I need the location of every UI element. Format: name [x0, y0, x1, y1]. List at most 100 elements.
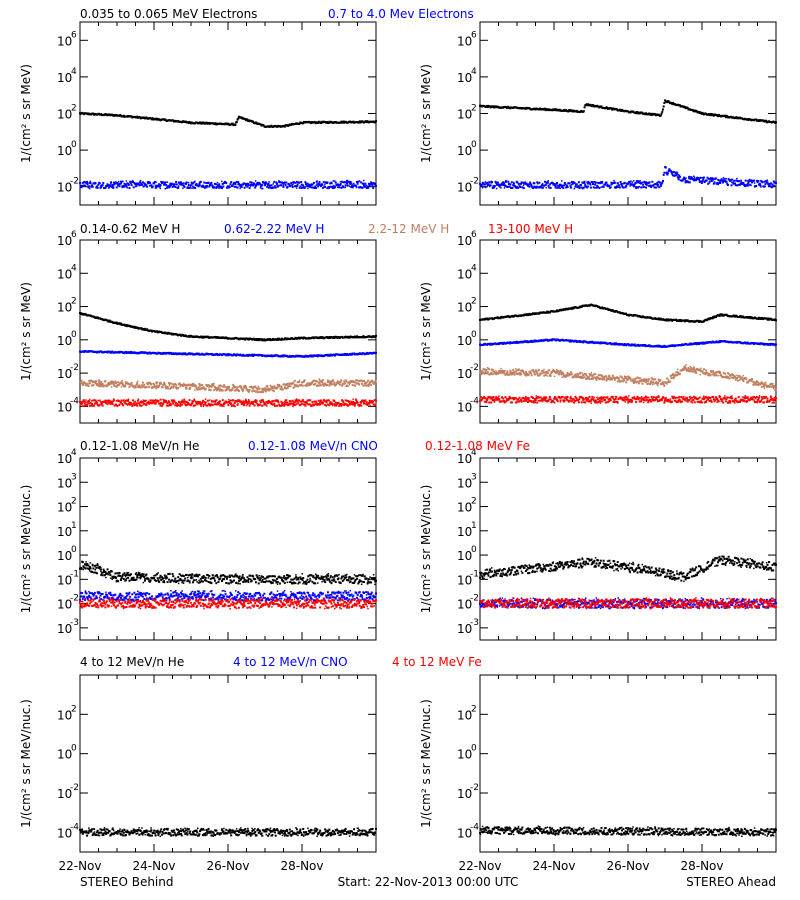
data-point [506, 185, 509, 188]
data-point [743, 185, 746, 188]
data-point [717, 179, 720, 182]
data-point [650, 113, 653, 116]
data-point [734, 184, 737, 187]
data-point [597, 181, 600, 184]
data-point [358, 120, 361, 123]
data-point [719, 179, 722, 182]
data-point [276, 387, 279, 389]
data-point [587, 180, 590, 183]
data-point [124, 380, 127, 383]
data-point [697, 178, 700, 181]
data-point [276, 125, 279, 128]
data-point [354, 403, 357, 405]
data-point [98, 379, 101, 382]
data-point [206, 184, 209, 187]
data-point [488, 181, 491, 184]
data-point [128, 183, 130, 186]
data-point [182, 184, 185, 187]
data-point [200, 122, 203, 125]
data-point [230, 181, 233, 184]
data-point [180, 181, 183, 184]
data-point [127, 398, 130, 401]
data-point [157, 185, 160, 188]
data-point [247, 390, 250, 393]
data-point [564, 183, 567, 186]
legend-0-0: 0.035 to 0.065 MeV Electrons [80, 7, 257, 21]
data-point [163, 383, 166, 386]
data-point [645, 183, 648, 186]
data-point [246, 118, 249, 121]
data-point [201, 336, 204, 339]
data-point [98, 182, 101, 185]
data-point [237, 181, 240, 184]
data-point [167, 185, 170, 188]
data-point [545, 187, 547, 189]
data-point [609, 186, 612, 189]
data-point [652, 183, 655, 186]
data-point [360, 382, 363, 385]
data-point [303, 186, 306, 189]
data-point [235, 185, 238, 188]
data-point [122, 114, 125, 117]
data-point [356, 379, 359, 382]
data-point [226, 353, 229, 356]
data-point [660, 112, 663, 115]
data-point [740, 179, 742, 182]
data-point [231, 184, 234, 187]
data-point [625, 184, 628, 187]
data-point [613, 179, 615, 182]
data-point [761, 181, 764, 184]
data-point [775, 319, 777, 322]
data-point [94, 181, 97, 184]
data-point [611, 108, 614, 111]
data-point [268, 181, 270, 183]
data-point [272, 183, 275, 185]
data-point [256, 338, 259, 341]
data-point [334, 185, 337, 188]
data-point [647, 181, 650, 184]
data-point [221, 389, 224, 392]
data-point [218, 185, 221, 188]
data-point [145, 386, 148, 389]
data-point [529, 181, 532, 184]
data-point [350, 182, 353, 184]
data-point [129, 182, 132, 184]
data-point [136, 381, 138, 384]
data-point [640, 186, 643, 189]
data-point [362, 384, 365, 387]
data-point [765, 180, 768, 183]
data-point [228, 186, 231, 189]
data-point [204, 398, 207, 400]
y-tick-exponent: -2 [470, 177, 479, 187]
data-point [274, 186, 277, 189]
data-point [233, 185, 236, 188]
data-point [683, 177, 686, 180]
data-point [100, 186, 103, 189]
data-point [276, 186, 279, 188]
data-point [292, 381, 295, 384]
data-point [662, 173, 665, 176]
data-point [685, 177, 687, 179]
data-point [583, 106, 586, 109]
data-point [122, 382, 124, 384]
data-point [688, 175, 691, 178]
data-point [755, 179, 758, 182]
data-point [251, 353, 254, 356]
data-point [570, 181, 573, 184]
data-point [358, 383, 361, 386]
data-point [510, 181, 513, 184]
data-point [363, 121, 366, 124]
data-point [487, 183, 489, 186]
data-point [302, 385, 304, 387]
data-point [201, 185, 204, 188]
data-point [310, 355, 313, 358]
data-point [286, 387, 289, 390]
data-point [243, 403, 246, 406]
data-point [355, 180, 358, 183]
data-point [359, 404, 361, 407]
y-tick-exponent: 0 [471, 330, 477, 340]
data-point [133, 386, 136, 389]
data-point [620, 182, 623, 185]
data-point [536, 181, 539, 184]
